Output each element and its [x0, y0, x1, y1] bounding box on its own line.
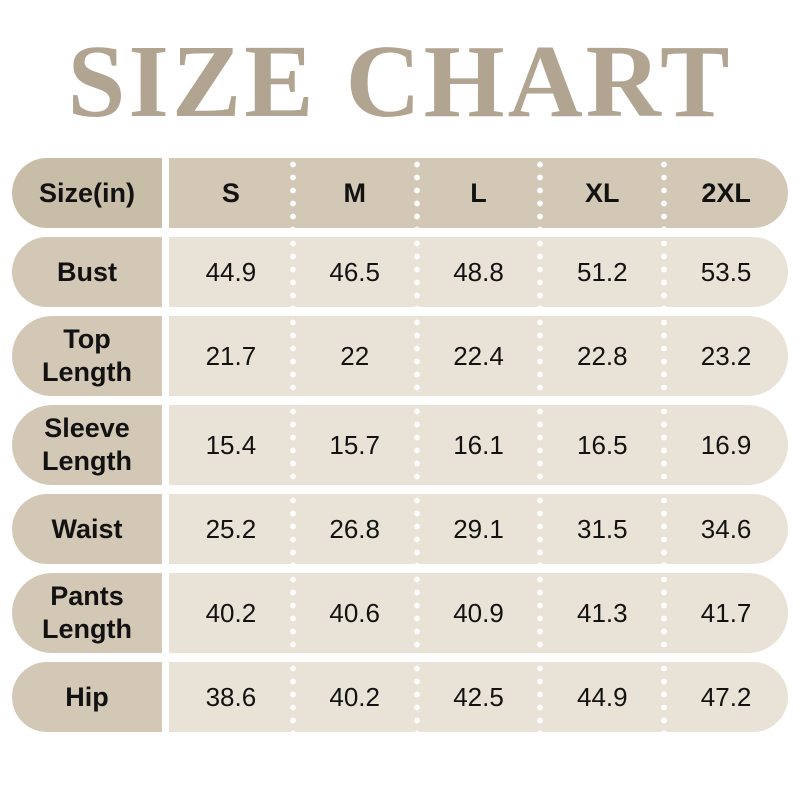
- table-row: Bust 44.9 46.5 48.8 51.2 53.5: [12, 237, 788, 308]
- value-cell: 44.9: [205, 256, 257, 287]
- value-cell: 15.7: [289, 405, 417, 486]
- value-cell: 22.8: [537, 316, 664, 397]
- row-data-area: 15.4 15.7 16.1 16.5 16.9: [169, 405, 788, 486]
- value-cell: 22: [289, 316, 417, 397]
- value-cell: 22.4: [413, 316, 541, 397]
- row-data-area: 44.9 46.5 48.8 51.2 53.5: [169, 237, 788, 308]
- value-cell: 38.6: [205, 681, 257, 712]
- value-cell: 23.2: [661, 316, 788, 397]
- value-cell: 31.5: [537, 494, 664, 565]
- size-table: Size(in) S M L XL 2XL Bust 44.9 46.5 48.8 51.2 53.5…: [12, 158, 788, 733]
- table-row: Top Length 21.7 22 22.4 22.8 23.2: [12, 316, 788, 397]
- row-data-area: 21.7 22 22.4 22.8 23.2: [169, 316, 788, 397]
- value-cell: 40.6: [289, 573, 417, 653]
- value-cell: 51.2: [537, 237, 664, 308]
- row-label-cell: Sleeve Length: [12, 405, 162, 486]
- row-label-cell: Pants Length: [12, 573, 162, 654]
- row-data-area: 40.2 40.6 40.9 41.3 41.7: [169, 573, 788, 654]
- table-row: Sleeve Length 15.4 15.7 16.1 16.5 16.9: [12, 405, 788, 486]
- value-cell: 53.5: [661, 237, 788, 308]
- row-label-cell: Bust: [12, 237, 162, 308]
- table-row: Pants Length 40.2 40.6 40.9 41.3 41.7: [12, 573, 788, 654]
- value-cell: 21.7: [205, 340, 257, 371]
- column-header-cell: L: [413, 158, 541, 229]
- size-chart-title: SIZE CHART: [67, 24, 733, 139]
- column-header-cell: M: [289, 158, 417, 229]
- row-label-cell: Top Length: [12, 316, 162, 397]
- value-cell: 16.9: [661, 405, 788, 486]
- value-cell: 34.6: [661, 494, 788, 565]
- row-data-area: 38.6 40.2 42.5 44.9 47.2: [169, 662, 788, 733]
- value-cell: 44.9: [537, 662, 664, 733]
- value-cell: 16.1: [413, 405, 541, 486]
- value-cell: 29.1: [413, 494, 541, 565]
- value-cell: 25.2: [205, 513, 257, 544]
- value-cell: 48.8: [413, 237, 541, 308]
- value-cell: 16.5: [537, 405, 664, 486]
- header-row: Size(in) S M L XL 2XL: [12, 158, 788, 229]
- column-header-cell: 2XL: [661, 158, 788, 229]
- column-header-cell: XL: [537, 158, 664, 229]
- value-cell: 40.2: [205, 597, 257, 628]
- value-cell: 41.3: [537, 573, 664, 653]
- unit-label-cell: Size(in): [12, 158, 162, 229]
- value-cell: 41.7: [661, 573, 788, 653]
- value-cell: 40.2: [289, 662, 417, 733]
- value-cell: 26.8: [289, 494, 417, 565]
- row-label-cell: Waist: [12, 494, 162, 565]
- value-cell: 15.4: [205, 429, 257, 460]
- value-cell: 40.9: [413, 573, 541, 653]
- column-header-cell: S: [221, 177, 240, 208]
- row-label-cell: Hip: [12, 662, 162, 733]
- value-cell: 42.5: [413, 662, 541, 733]
- row-data-area: 25.2 26.8 29.1 31.5 34.6: [169, 494, 788, 565]
- table-row: Hip 38.6 40.2 42.5 44.9 47.2: [12, 662, 788, 733]
- header-data-area: S M L XL 2XL: [169, 158, 788, 229]
- table-row: Waist 25.2 26.8 29.1 31.5 34.6: [12, 494, 788, 565]
- value-cell: 46.5: [289, 237, 417, 308]
- value-cell: 47.2: [661, 662, 788, 733]
